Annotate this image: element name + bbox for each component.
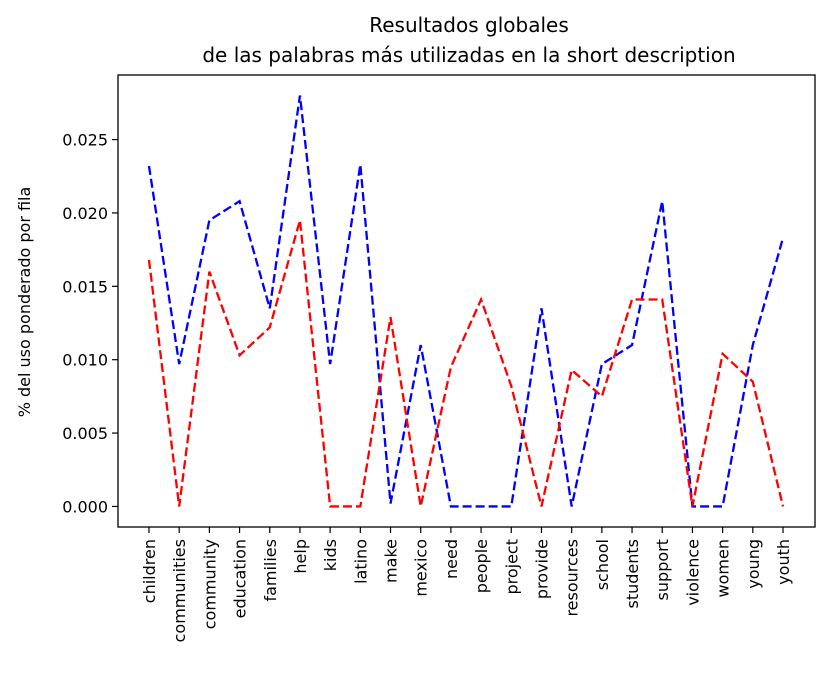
x-tick-label: latino [351,539,370,584]
y-tick-label: 0.025 [62,131,108,150]
x-tick-label: community [200,539,219,629]
x-tick-label: people [472,539,491,593]
x-tick-label: students [623,539,642,609]
y-axis-label: % del uso ponderado por fila [15,187,34,418]
x-tick-label: children [140,539,159,603]
chart-title-line-1: Resultados globales [369,13,568,37]
x-tick-label: resources [563,539,582,617]
series-line-2 [147,219,785,508]
x-tick-label: kids [321,539,340,571]
x-tick-label: communities [170,539,189,642]
x-tick-label: families [261,539,280,602]
x-tick-label: violence [683,539,702,606]
plot-frame [117,74,816,528]
x-tick-label: need [442,539,461,579]
y-tick-label: 0.010 [62,351,108,370]
x-tick-label: young [744,539,763,589]
x-tick-label: education [231,539,250,618]
x-tick-label: support [653,539,672,600]
x-tick-label: help [291,539,310,574]
y-tick-label: 0.005 [62,424,108,443]
x-tick-label: school [593,539,612,590]
x-tick-label: project [502,539,521,595]
x-tick-label: make [382,539,401,583]
y-tick-label: 0.020 [62,204,108,223]
series-line-1 [147,95,785,508]
y-tick-label: 0.015 [62,277,108,296]
x-tick-label: women [714,539,733,597]
x-tick-label: provide [532,539,551,599]
chart-title-line-2: de las palabras más utilizadas en la sho… [202,43,735,67]
y-tick-label: 0.000 [62,497,108,516]
x-tick-label: youth [774,539,793,585]
x-tick-label: mexico [412,539,431,597]
